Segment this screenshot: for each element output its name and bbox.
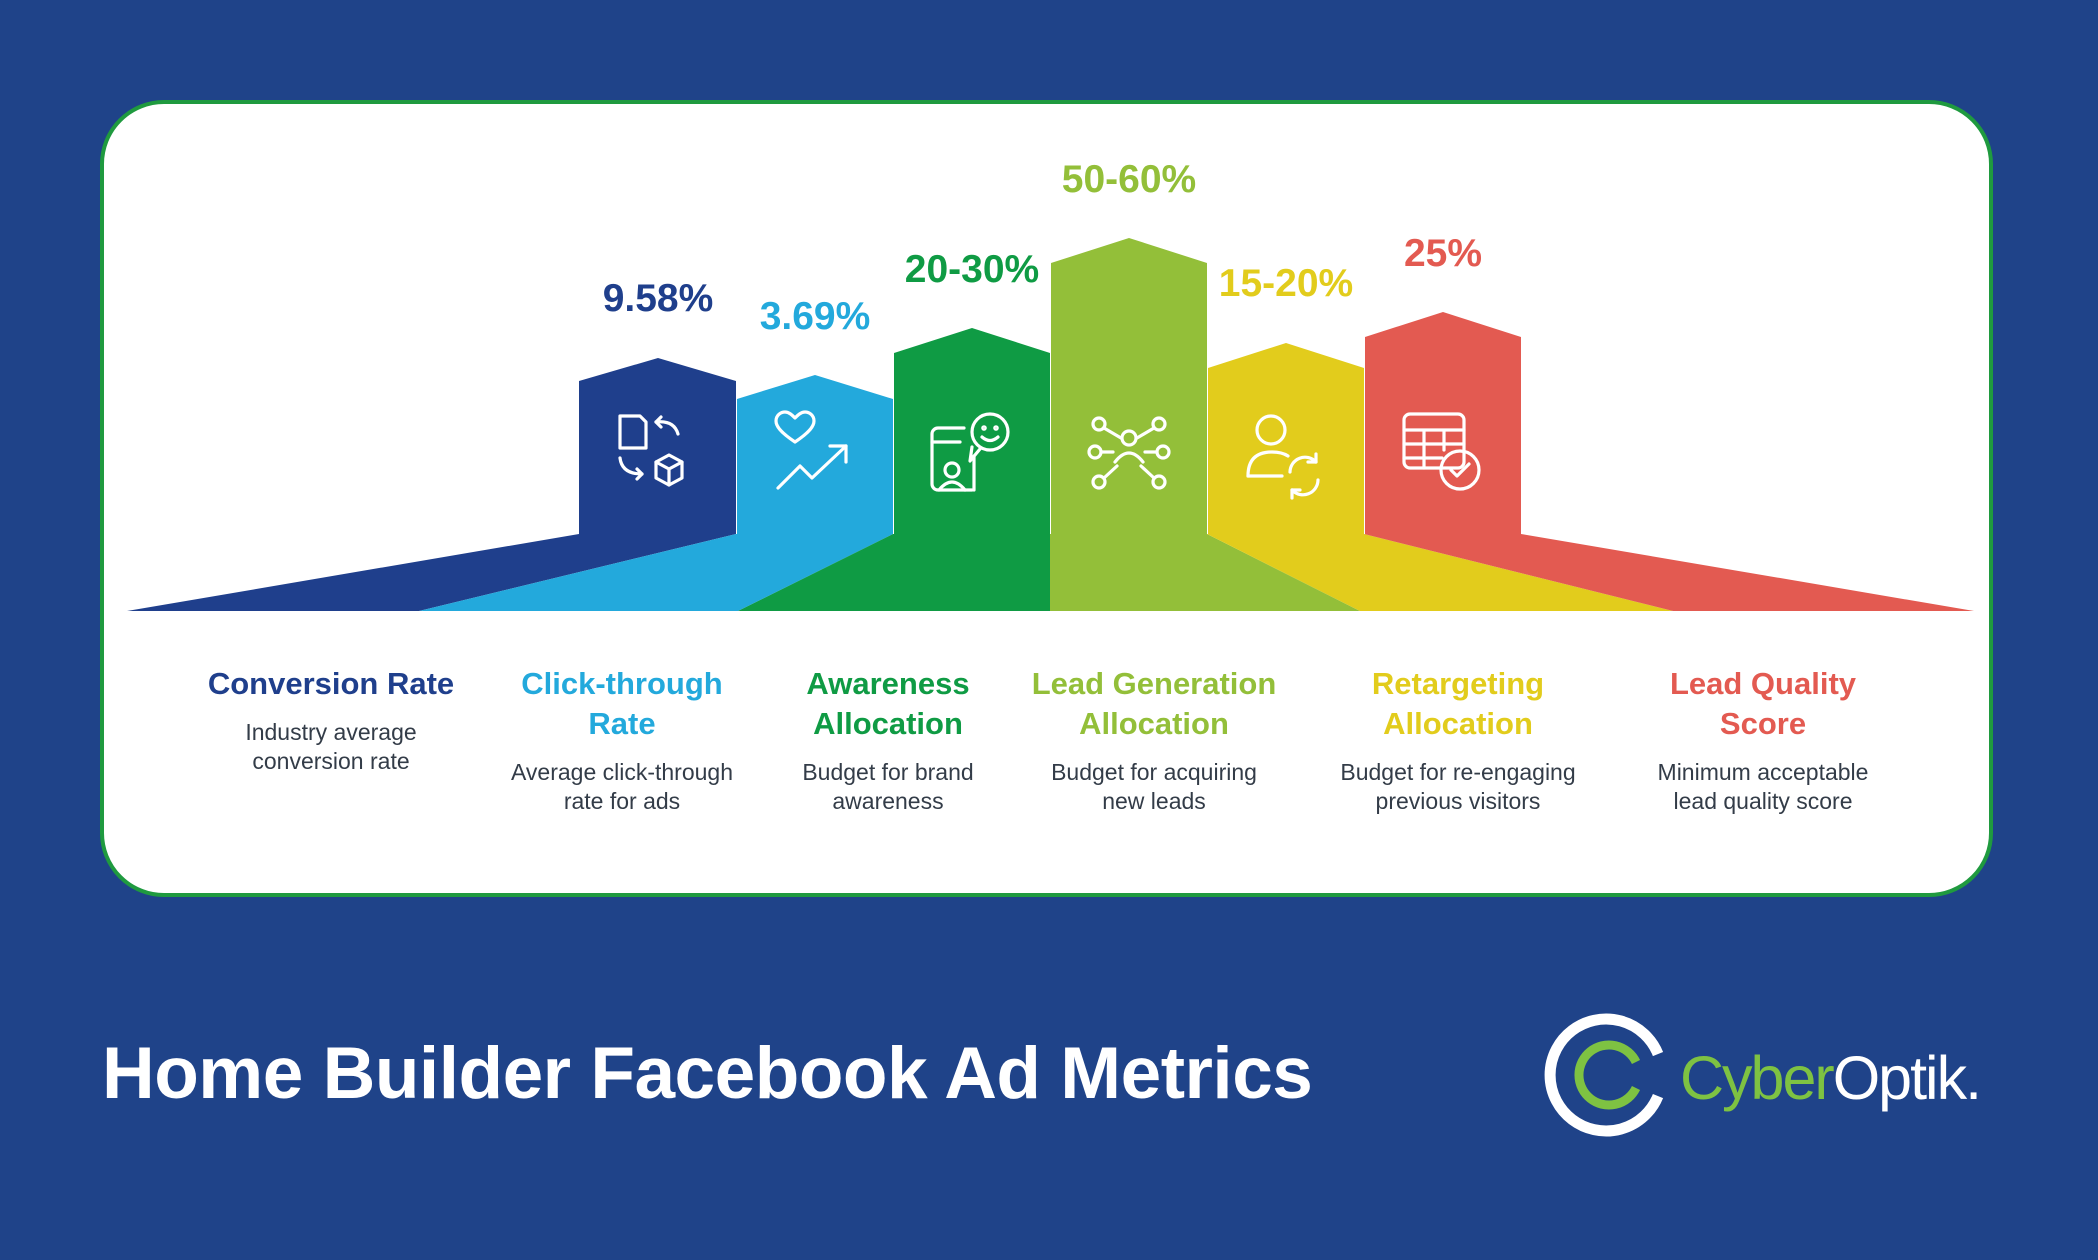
metric-lead-generation-allocation: Lead Generation Allocation Budget for ac…: [1004, 664, 1304, 816]
user-refresh-icon: [1246, 414, 1320, 500]
smartphone-smiley-icon: [930, 412, 1010, 492]
metric-title: Click-through Rate: [472, 664, 772, 744]
metric-description-line: lead quality score: [1673, 788, 1853, 814]
value-conversion-rate: 9.58%: [603, 277, 714, 320]
metric-description-line: rate for ads: [563, 788, 681, 814]
floor-segment-lead-quality-score: [1364, 534, 1974, 611]
cyberoptik-wordmark: CyberOptik.: [1680, 1048, 1982, 1109]
logo-text-cyber: Cyber: [1680, 1044, 1835, 1112]
metric-description-line: Industry average: [245, 719, 417, 745]
metrics-visual: 9.58% 3.69% 20-30% 50-60% 15-20% 25%: [127, 158, 1974, 611]
network-people-icon: [1087, 416, 1171, 490]
metric-title-line: Retargeting: [1371, 666, 1545, 701]
metric-description: Budget for re-engaging previous visitors: [1308, 758, 1608, 816]
value-lead-quality-score: 25%: [1404, 232, 1482, 275]
metric-title-line: Lead Generation: [1031, 666, 1277, 701]
table-check-icon: [1402, 412, 1481, 491]
value-click-through-rate: 3.69%: [760, 295, 871, 338]
metric-title-line: Awareness: [806, 666, 970, 701]
metric-description-line: Average click-through: [510, 759, 734, 785]
cyberoptik-logo-mark-icon: [1544, 1013, 1664, 1137]
metric-description-line: awareness: [832, 788, 944, 814]
document-to-box-icon: [618, 414, 684, 487]
logo-text-period: .: [1965, 1044, 1982, 1112]
floor-segment-lead-generation-allocation: [1050, 534, 1360, 611]
house-lead-generation-allocation: [1051, 238, 1207, 534]
metric-title-line: Lead Quality: [1669, 666, 1857, 701]
metric-description: Budget for acquiring new leads: [1004, 758, 1304, 816]
metric-description-line: previous visitors: [1375, 788, 1541, 814]
metric-description-line: Minimum acceptable: [1657, 759, 1869, 785]
metric-title: Conversion Rate: [181, 664, 481, 704]
metric-description-line: Budget for acquiring: [1051, 759, 1257, 785]
metric-description: Budget for brand awareness: [738, 758, 1038, 816]
metric-title: Retargeting Allocation: [1308, 664, 1608, 744]
house-click-through-rate: [737, 375, 893, 534]
house-lead-quality-score: [1365, 312, 1521, 534]
metric-description-line: conversion rate: [252, 748, 410, 774]
metric-description: Average click-through rate for ads: [472, 758, 772, 816]
metric-title: Lead Generation Allocation: [1004, 664, 1304, 744]
floor-segment-awareness-allocation: [738, 534, 1050, 611]
heart-trend-up-icon: [774, 410, 848, 490]
house-conversion-rate: [579, 358, 736, 534]
value-lead-generation-allocation: 50-60%: [1062, 158, 1196, 201]
metric-description-line: Budget for re-engaging: [1340, 759, 1576, 785]
metric-description-line: Budget for brand: [802, 759, 974, 785]
metric-click-through-rate: Click-through Rate Average click-through…: [472, 664, 772, 816]
infographic-card: 9.58% 3.69% 20-30% 50-60% 15-20% 25%: [100, 100, 1993, 897]
metric-description: Minimum acceptable lead quality score: [1613, 758, 1913, 816]
metric-title: Awareness Allocation: [738, 664, 1038, 744]
metric-description-line: new leads: [1102, 788, 1206, 814]
house-retargeting-allocation: [1208, 343, 1364, 534]
floor-segment-conversion-rate: [127, 534, 736, 611]
metric-title-line: Allocation: [1383, 706, 1533, 741]
metric-conversion-rate: Conversion Rate Industry average convers…: [181, 664, 481, 776]
cyberoptik-logo[interactable]: CyberOptik.: [1544, 1010, 2004, 1140]
metric-awareness-allocation: Awareness Allocation Budget for brand aw…: [738, 664, 1038, 816]
metric-lead-quality-score: Lead Quality Score Minimum acceptable le…: [1613, 664, 1913, 816]
metric-retargeting-allocation: Retargeting Allocation Budget for re-eng…: [1308, 664, 1608, 816]
metric-title-line: Score: [1719, 706, 1807, 741]
page-title: Home Builder Facebook Ad Metrics: [102, 1033, 1313, 1114]
logo-text-optik: Optik: [1832, 1044, 1967, 1112]
metric-title-line: Allocation: [1079, 706, 1229, 741]
floor-segment-click-through-rate: [419, 534, 893, 611]
value-awareness-allocation: 20-30%: [905, 248, 1039, 291]
metric-title-line: Rate: [588, 706, 656, 741]
value-retargeting-allocation: 15-20%: [1219, 262, 1353, 305]
metric-title-line: Allocation: [813, 706, 963, 741]
metric-title-line: Conversion Rate: [207, 666, 455, 701]
metric-title-line: Click-through: [521, 666, 723, 701]
metric-title: Lead Quality Score: [1613, 664, 1913, 744]
metric-description: Industry average conversion rate: [181, 718, 481, 776]
floor-segment-retargeting-allocation: [1207, 534, 1673, 611]
